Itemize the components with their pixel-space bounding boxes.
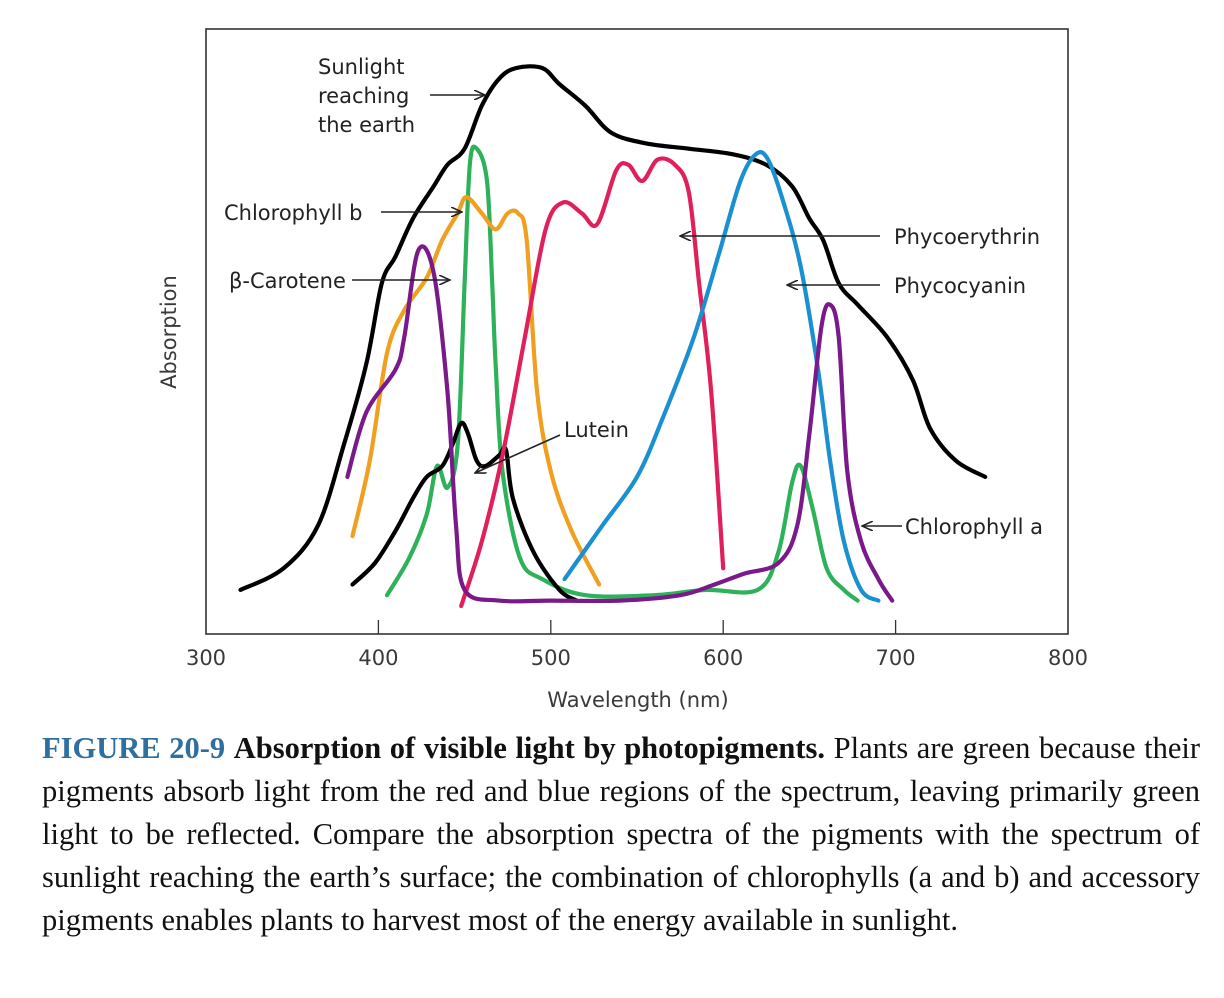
figure-caption-body: Plants are green because their pigments … [42,731,1200,937]
label-phycocyanin: Phycocyanin [894,274,1026,298]
series-line-carotene [350,195,602,587]
x-tick-label-600: 600 [703,646,743,670]
x-tick-label-300: 300 [186,646,226,670]
x-tick-label-500: 500 [531,646,571,670]
series-line-sunlight-reaching-the-earth [238,64,988,592]
x-tick-label-400: 400 [358,646,398,670]
label-sunlight-line2: reaching [318,84,409,108]
figure-title: Absorption of visible light by photopigm… [233,731,826,765]
y-axis-title: Absorption [157,275,181,389]
plot-frame [205,28,1069,635]
figure-caption: FIGURE 20-9 Absorption of visible light … [42,727,1200,942]
absorption-chart: 300 400 500 600 700 800 Wavelength (nm) Absor… [157,28,1088,712]
series-layer [238,64,988,609]
x-tick-label-700: 700 [876,646,916,670]
series-line-phycoerythrin [459,156,726,609]
label-sunlight-line1: Sunlight [318,55,405,79]
label-sunlight-line3: the earth [318,113,415,137]
x-axis-title: Wavelength (nm) [547,688,728,712]
label-carotene: β-Carotene [229,269,346,293]
label-lutein: Lutein [564,418,629,442]
series-line-lutein [350,420,579,603]
series-line-phycocyanin [562,150,881,603]
x-tick-label-800: 800 [1048,646,1088,670]
chart-svg: 300 400 500 600 700 800 Wavelength (nm) Absor… [157,28,1088,712]
arrow-lutein [475,434,561,473]
figure-number: FIGURE 20-9 [42,731,226,765]
label-chlorophyll-b: Chlorophyll b [224,201,362,225]
tick-layer: 300 400 500 600 700 800 [186,620,1088,670]
label-chlorophyll-a: Chlorophyll a [905,515,1043,539]
label-phycoerythrin: Phycoerythrin [894,225,1040,249]
series-line-chlorophyll-a [345,244,895,604]
